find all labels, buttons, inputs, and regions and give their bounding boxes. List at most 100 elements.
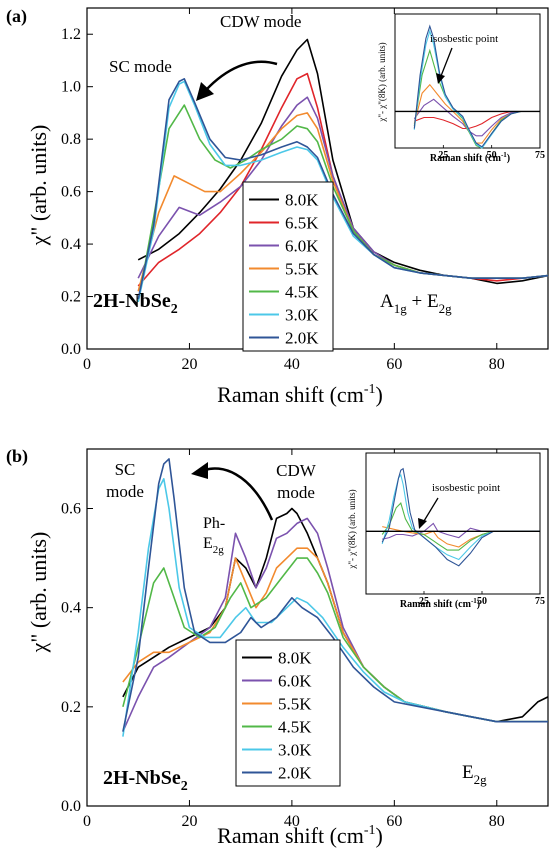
panel-a-sym-b: E <box>427 291 439 312</box>
panel-b-ph-annotation: Ph- <box>203 515 225 532</box>
panel-a-series-2-0K <box>137 78 549 300</box>
panel-b-frame <box>86 448 549 807</box>
panel-b-xlabel-end: ) <box>375 823 382 848</box>
panel-b-cdw-annotation-1: CDW <box>276 461 317 480</box>
panel-a-ytick-label: 0.4 <box>61 236 81 253</box>
panel-a-ytick-label: 0.2 <box>61 289 81 306</box>
panel-b-xlabel-sup: -1 <box>364 823 376 838</box>
panel-a-sym-plus: + <box>407 291 427 312</box>
panel-b-sc-annotation-1: SC <box>115 460 136 479</box>
panel-b-inset-xlabel-end: ) <box>477 599 480 610</box>
legend-label-5-5K: 5.5K <box>278 695 312 714</box>
panel-a-arrow <box>205 60 278 91</box>
panel-a-ytick-label: 0.8 <box>61 131 81 148</box>
panel-a-xlabel-text: Raman shift (cm <box>217 382 364 407</box>
panel-b-cdw-annotation-2: mode <box>277 483 315 502</box>
panel-b-ph-line2-sub: 2g <box>213 544 225 556</box>
legend-label-4-5K: 4.5K <box>278 718 312 737</box>
legend-label-8-0K: 8.0K <box>278 649 312 668</box>
panel-b-sym-a-sub: 2g <box>474 772 488 787</box>
panel-b-arrow <box>204 467 274 521</box>
panel-a-inset-xlabel-sup: -1 <box>501 151 507 159</box>
panel-a-xtick-label: 0 <box>83 356 91 373</box>
panel-b-ytick-label: 0.0 <box>61 798 81 815</box>
panel-b-xtick-label: 60 <box>386 813 402 830</box>
legend-label-3-0K: 3.0K <box>285 306 319 325</box>
panel-a-ytick-label: 0.0 <box>61 341 81 358</box>
panel-b-ph-line2: E <box>203 535 213 552</box>
panel-a-inset-xtick-label: 50 <box>487 150 497 161</box>
panel-b-inset-plot: 25 50 75 <box>365 452 545 607</box>
panel-b-ticks: 0 20 40 60 80 0.0 0.2 0.4 0.6 <box>61 449 505 830</box>
legend-label-3-0K: 3.0K <box>278 741 312 760</box>
panel-b-sym-a: E <box>462 762 474 783</box>
legend-label-6-0K: 6.0K <box>278 672 312 691</box>
panel-a-sample-text: 2H-NbSe <box>93 290 171 312</box>
panel-a-arrow-head <box>196 82 214 101</box>
panel-a-inset-xlabel: Raman shift (cm-1) <box>430 151 510 164</box>
panel-a-xtick-label: 80 <box>489 356 505 373</box>
panel-a-inset-series-2-0K <box>413 24 540 148</box>
panel-b-inset-xtick-label: 50 <box>477 596 487 607</box>
panel-a-sym-a: A <box>380 291 394 312</box>
panel-a-inset-ylabel: χ"- χ"(8K) (arb. units) <box>377 42 387 122</box>
panel-a-inset-arrow <box>440 47 453 77</box>
panel-a-sample-sub: 2 <box>171 302 178 317</box>
panel-a-legend-box <box>242 181 334 352</box>
panel-a-cdw-annotation: CDW mode <box>220 12 301 31</box>
panel-b-sample-sub: 2 <box>181 779 188 794</box>
panel-a-label: (a) <box>6 6 27 27</box>
panel-b-inset-ylabel: χ"- χ"(8K) (arb. units) <box>347 489 357 569</box>
panel-a-inset-arrow-head <box>436 73 445 84</box>
panel-a-xlabel: Raman shift (cm-1) <box>217 382 383 407</box>
panel-b-inset: 25 50 75 χ"- χ"(8K) (arb. units) Raman shi… <box>347 452 545 610</box>
legend-label-4-5K: 4.5K <box>285 283 319 302</box>
panel-a-sym-b-sub: 2g <box>439 301 453 316</box>
panel-a-ylabel: χ" (arb. units) <box>26 125 51 247</box>
panel-b-xtick-label: 0 <box>83 813 91 830</box>
panel-a-xtick-label: 60 <box>386 356 402 373</box>
panel-a: (a) 0 20 40 60 80 0.0 0.2 0.4 0.6 0.8 1.0 1.2 χ" (a… <box>6 6 549 407</box>
panel-b-sc-annotation-2: mode <box>106 482 144 501</box>
panel-a-legend: 8.0K 6.5K 6.0K 5.5K 4.5K 3.0K 2.0K <box>242 181 334 352</box>
panel-b: (b) 0 20 40 60 80 0.0 0.2 0.4 0.6 χ" (arb. units… <box>6 446 549 848</box>
panel-b-legend: 8.0K 6.0K 5.5K 4.5K 3.0K 2.0K <box>235 639 341 787</box>
panel-a-xtick-label: 40 <box>284 356 300 373</box>
panel-b-inset-frame <box>365 452 541 595</box>
panel-b-inset-xlabel-sup: -1 <box>471 597 477 605</box>
panel-a-symmetry-label: A1g + E2g <box>380 291 452 316</box>
panel-a-sym-a-sub: 1g <box>394 301 408 316</box>
legend-label-6-0K: 6.0K <box>285 237 319 256</box>
panel-a-ytick-label: 1.2 <box>61 26 81 43</box>
panel-b-xlabel: Raman shift (cm-1) <box>217 823 383 848</box>
panel-b-ytick-label: 0.4 <box>61 600 81 617</box>
panel-b-sample-label: 2H-NbSe2 <box>103 767 188 794</box>
panel-b-xtick-label: 40 <box>284 813 300 830</box>
panel-b-inset-arrow-head <box>418 518 427 529</box>
panel-a-xlabel-sup: -1 <box>364 382 376 397</box>
panel-a-ytick-label: 1.0 <box>61 79 81 96</box>
legend-label-6-5K: 6.5K <box>285 214 319 233</box>
panel-b-ylabel: χ" (arb. units) <box>26 532 51 654</box>
panel-b-inset-arrow <box>423 497 439 522</box>
panel-a-inset-xlabel-text: Raman shift (cm <box>430 153 502 164</box>
panel-b-symmetry-label: E2g <box>462 762 487 787</box>
panel-a-xlabel-end: ) <box>375 382 382 407</box>
panel-b-inset-xlabel-text: Raman shift (cm <box>400 599 472 610</box>
legend-label-8-0K: 8.0K <box>285 191 319 210</box>
panel-a-inset-xtick-label: 25 <box>438 150 448 161</box>
panel-b-inset-xlabel: Raman shift (cm-1) <box>400 597 480 610</box>
panel-b-xlabel-text: Raman shift (cm <box>217 823 364 848</box>
panel-a-xtick-label: 20 <box>181 356 197 373</box>
panel-a-sc-annotation: SC mode <box>109 57 172 76</box>
panel-a-ticks: 0 20 40 60 80 0.0 0.2 0.4 0.6 0.8 1.0 1.2 <box>61 8 505 373</box>
panel-a-inset-annotation: isosbestic point <box>430 33 498 45</box>
panel-b-plot-area <box>86 448 549 807</box>
panel-b-ph-line1: Ph- <box>203 515 225 532</box>
panel-b-inset-xtick-label: 25 <box>419 596 429 607</box>
panel-a-inset-xtick-label: 75 <box>535 150 545 161</box>
panel-b-ph-annotation-2: E2g <box>203 535 224 556</box>
panel-b-series-2-0K <box>122 458 548 732</box>
panel-b-xtick-label: 80 <box>489 813 505 830</box>
panel-b-ytick-label: 0.2 <box>61 699 81 716</box>
